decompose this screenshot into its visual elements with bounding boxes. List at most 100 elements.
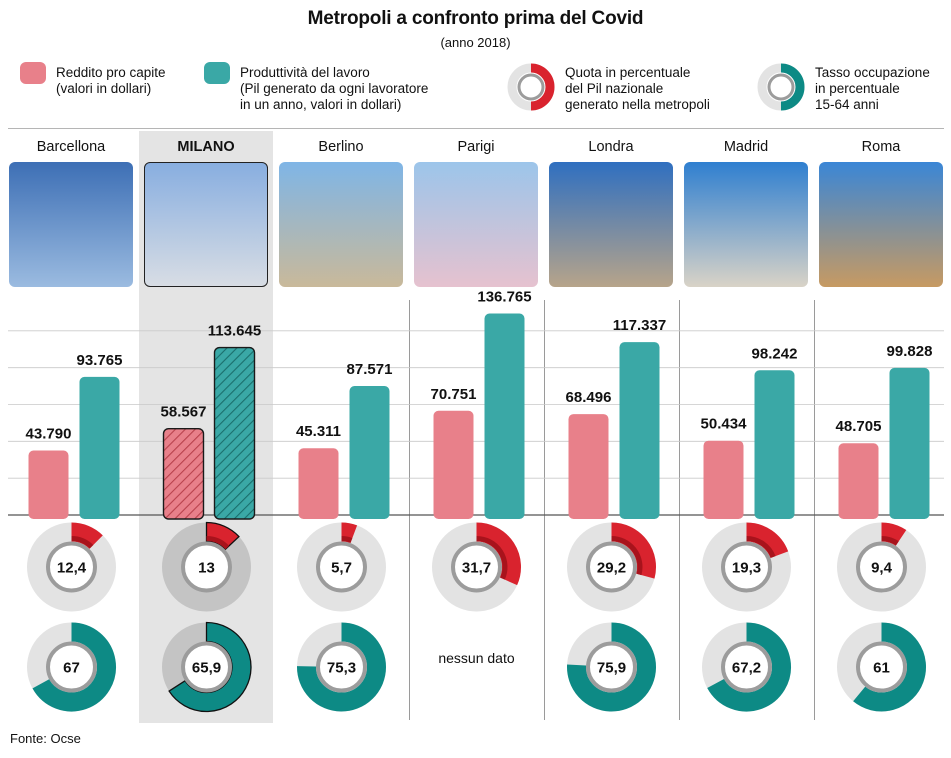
city-name-roma: Roma bbox=[861, 139, 901, 155]
bar-label-productivity-barcellona: 93.765 bbox=[77, 352, 123, 369]
legend-income-label: Reddito pro capite (valori in dollari) bbox=[56, 65, 166, 96]
brandenburg-gate-photo bbox=[279, 162, 403, 287]
palacio-real-photo bbox=[684, 162, 808, 287]
big-ben-photo bbox=[549, 162, 673, 287]
colosseum-photo bbox=[819, 162, 943, 287]
bar-productivity-berlino bbox=[349, 385, 390, 519]
ring-label-occupazione-londra: 75,9 bbox=[597, 660, 626, 677]
ring-center-occupazione-roma bbox=[856, 641, 907, 693]
ring-value-quota-parigi bbox=[475, 522, 521, 586]
legend-occupazione-label: Tasso occupazione in percentuale 15-64 a… bbox=[815, 65, 930, 112]
ring-value-quota-barcellona bbox=[70, 522, 103, 550]
ring-center-occupazione-madrid bbox=[721, 641, 772, 693]
column-separator bbox=[814, 300, 815, 720]
ring-center-quota-madrid bbox=[721, 541, 772, 593]
ring-value-quota-londra bbox=[610, 522, 656, 579]
eiffel-tower-photo bbox=[414, 162, 538, 287]
chart-subtitle: (anno 2018) bbox=[440, 35, 511, 50]
bar-income-parigi bbox=[433, 410, 474, 519]
ring-value-shade-quota-roma bbox=[881, 536, 899, 546]
bar-label-productivity-roma: 99.828 bbox=[887, 343, 933, 360]
ring-value-shade-quota-berlino bbox=[341, 536, 353, 543]
legend-occupazione-ring-icon bbox=[757, 63, 805, 111]
column-separator bbox=[679, 300, 680, 720]
city-name-milano: MILANO bbox=[177, 139, 235, 155]
ring-value-shade-quota-parigi bbox=[476, 536, 508, 580]
bar-label-income-madrid: 50.434 bbox=[701, 416, 748, 433]
ring-label-quota-londra: 29,2 bbox=[597, 560, 626, 577]
ring-center-quota-berlino bbox=[316, 541, 367, 593]
ring-value-quota-berlino bbox=[341, 522, 358, 544]
column-separator bbox=[409, 300, 410, 720]
duomo-milano-photo bbox=[144, 162, 268, 287]
bar-label-productivity-londra: 117.337 bbox=[613, 317, 666, 334]
header-divider bbox=[8, 128, 944, 129]
ring-outline-occupazione-milano bbox=[168, 621, 252, 713]
city-name-berlino: Berlino bbox=[318, 139, 364, 155]
bar-label-income-parigi: 70.751 bbox=[431, 386, 477, 403]
bar-label-income-berlino: 45.311 bbox=[296, 423, 341, 440]
ring-label-occupazione-roma: 61 bbox=[873, 660, 890, 677]
ring-center-quota-milano bbox=[181, 541, 232, 593]
ring-label-quota-parigi: 31,7 bbox=[462, 560, 491, 577]
bar-productivity-milano bbox=[213, 346, 256, 520]
bar-income-milano bbox=[162, 428, 205, 520]
ring-label-occupazione-berlino: 75,3 bbox=[327, 660, 356, 677]
legend-productivity-label: Produttività del lavoro (Pil generato da… bbox=[240, 65, 429, 112]
ring-label-quota-barcellona: 12,4 bbox=[57, 560, 87, 577]
bar-label-productivity-berlino: 87.571 bbox=[347, 361, 393, 378]
bar-label-income-barcellona: 43.790 bbox=[26, 425, 72, 442]
bar-label-productivity-madrid: 98.242 bbox=[752, 345, 798, 362]
bar-productivity-madrid bbox=[754, 370, 795, 519]
bar-income-barcellona bbox=[28, 450, 69, 519]
bar-productivity-barcellona bbox=[79, 376, 120, 519]
chart-title: Metropoli a confronto prima del Covid bbox=[307, 8, 644, 29]
ring-value-quota-madrid bbox=[745, 522, 789, 559]
ring-center-occupazione-barcellona bbox=[46, 641, 97, 693]
no-data-label-parigi: nessun dato bbox=[438, 650, 514, 666]
ring-value-quota-roma bbox=[880, 522, 907, 547]
ring-value-shade-quota-madrid bbox=[746, 536, 776, 559]
legend-quota-ring-icon bbox=[507, 63, 555, 111]
ring-center-occupazione-berlino bbox=[316, 641, 367, 693]
ring-value-shade-quota-barcellona bbox=[71, 536, 94, 549]
legend-income-swatch bbox=[20, 62, 46, 84]
bar-label-income-roma: 48.705 bbox=[836, 418, 882, 435]
ring-value-quota-milano bbox=[205, 522, 239, 550]
bar-income-berlino bbox=[298, 448, 339, 519]
ring-label-occupazione-milano: 65,9 bbox=[192, 660, 221, 677]
ring-center-occupazione-londra bbox=[586, 641, 637, 693]
city-name-parigi: Parigi bbox=[457, 139, 495, 155]
sagrada-familia-photo bbox=[9, 162, 133, 287]
ring-value-occupazione-milano bbox=[169, 622, 251, 712]
ring-value-occupazione-roma bbox=[853, 622, 926, 712]
ring-label-occupazione-barcellona: 67 bbox=[63, 660, 80, 677]
ring-label-occupazione-madrid: 67,2 bbox=[732, 660, 761, 677]
bar-income-madrid bbox=[703, 440, 744, 519]
bar-label-income-londra: 68.496 bbox=[566, 389, 612, 406]
ring-value-occupazione-londra bbox=[567, 622, 656, 712]
ring-center-quota-roma bbox=[856, 541, 907, 593]
ring-label-quota-milano: 13 bbox=[198, 560, 215, 577]
source-note: Fonte: Ocse bbox=[10, 731, 81, 746]
ring-center-occupazione-milano bbox=[181, 641, 232, 693]
ring-center-quota-parigi bbox=[451, 541, 502, 593]
bar-productivity-parigi bbox=[484, 313, 525, 519]
ring-label-quota-madrid: 19,3 bbox=[732, 560, 761, 577]
ring-value-occupazione-madrid bbox=[707, 622, 791, 712]
ring-label-quota-berlino: 5,7 bbox=[331, 560, 352, 577]
ring-outline-quota-milano bbox=[205, 521, 240, 551]
ring-label-quota-roma: 9,4 bbox=[871, 560, 893, 577]
city-name-londra: Londra bbox=[588, 139, 634, 155]
bar-income-londra bbox=[568, 414, 609, 519]
bar-label-productivity-milano: 113.645 bbox=[208, 323, 261, 340]
ring-value-shade-quota-milano bbox=[206, 536, 230, 550]
column-separator bbox=[544, 300, 545, 720]
bar-productivity-londra bbox=[619, 342, 660, 519]
city-name-madrid: Madrid bbox=[723, 139, 769, 155]
legend-productivity-swatch bbox=[204, 62, 230, 84]
ring-value-shade-quota-londra bbox=[611, 536, 643, 576]
ring-center-quota-barcellona bbox=[46, 541, 97, 593]
legend-quota-label: Quota in percentuale del Pil nazionale g… bbox=[565, 65, 710, 112]
